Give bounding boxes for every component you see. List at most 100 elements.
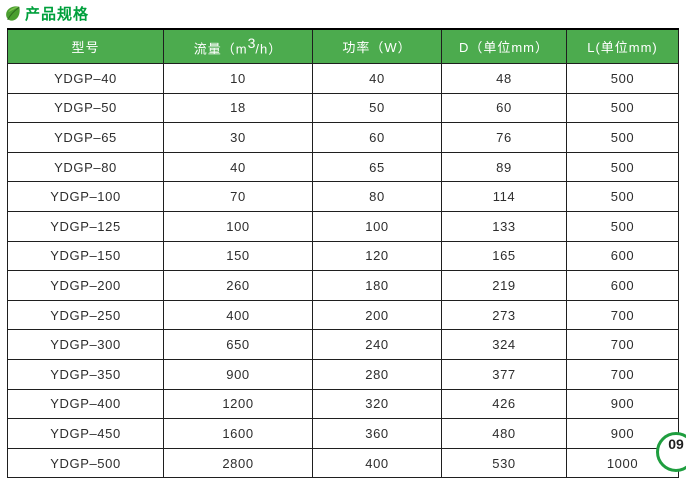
table-row: YDGP–450 1600 360 480 900 <box>7 418 679 449</box>
col-header-length: L(单位mm) <box>566 28 679 64</box>
product-spec-table: 型号 流量（m3/h） 功率（W） D（单位mm） L(单位mm) YDGP–4… <box>7 28 679 478</box>
col-header-flow-suffix: /h） <box>255 41 283 57</box>
table-cell: 76 <box>441 122 567 153</box>
table-cell: 60 <box>441 92 567 124</box>
table-cell: 260 <box>163 270 313 301</box>
table-cell: 500 <box>566 210 679 242</box>
table-cell: 1600 <box>163 418 313 449</box>
table-cell: YDGP–500 <box>7 447 164 478</box>
table-cell: 280 <box>312 358 442 390</box>
table-cell: 120 <box>312 240 442 272</box>
table-cell: 40 <box>312 63 442 94</box>
col-header-flow: 流量（m3/h） <box>163 28 313 64</box>
table-cell: 600 <box>566 240 679 272</box>
table-cell: 500 <box>566 181 679 212</box>
table-cell: 500 <box>566 122 679 153</box>
col-header-power: 功率（W） <box>312 28 442 64</box>
table-cell: 500 <box>566 92 679 124</box>
col-header-model: 型号 <box>7 28 164 64</box>
table-cell: 900 <box>163 358 313 390</box>
table-cell: 65 <box>312 151 442 183</box>
table-row: YDGP–400 1200 320 426 900 <box>7 388 679 420</box>
table-cell: 700 <box>566 299 679 331</box>
table-cell: 30 <box>163 122 313 153</box>
table-cell: YDGP–40 <box>7 63 164 94</box>
leaf-icon <box>3 4 22 23</box>
table-cell: 530 <box>441 447 567 478</box>
table-cell: 600 <box>566 270 679 301</box>
table-row: YDGP–100 70 80 114 500 <box>7 181 679 212</box>
table-cell: 48 <box>441 63 567 94</box>
col-header-flow-sup: 3 <box>247 35 256 52</box>
section-title-bar: 产品规格 <box>3 3 89 24</box>
table-cell: 480 <box>441 418 567 449</box>
table-cell: 1200 <box>163 388 313 420</box>
table-row: YDGP–200 260 180 219 600 <box>7 270 679 301</box>
table-cell: 400 <box>163 299 313 331</box>
col-header-model-label: 型号 <box>71 40 100 55</box>
table-row: YDGP–80 40 65 89 500 <box>7 151 679 183</box>
table-cell: YDGP–300 <box>7 329 164 360</box>
table-row: YDGP–40 10 40 48 500 <box>7 63 679 94</box>
table-cell: 700 <box>566 358 679 390</box>
table-header-row: 型号 流量（m3/h） 功率（W） D（单位mm） L(单位mm) <box>7 28 679 64</box>
table-cell: YDGP–65 <box>7 122 164 153</box>
table-cell: 240 <box>312 329 442 360</box>
table-cell: 377 <box>441 358 567 390</box>
page-title: 产品规格 <box>25 6 90 23</box>
col-header-length-label: L(单位mm) <box>587 40 658 55</box>
table-cell: 360 <box>312 418 442 449</box>
table-cell: 50 <box>312 92 442 124</box>
table-cell: 180 <box>312 270 442 301</box>
table-cell: 2800 <box>163 447 313 478</box>
table-cell: 60 <box>312 122 442 153</box>
table-cell: 80 <box>312 181 442 212</box>
table-cell: 18 <box>163 92 313 124</box>
table-cell: 100 <box>163 210 313 242</box>
table-cell: 273 <box>441 299 567 331</box>
table-row: YDGP–65 30 60 76 500 <box>7 122 679 153</box>
table-cell: 70 <box>163 181 313 212</box>
table-cell: 900 <box>566 388 679 420</box>
table-row: YDGP–250 400 200 273 700 <box>7 299 679 331</box>
table-cell: 324 <box>441 329 567 360</box>
table-cell: 165 <box>441 240 567 272</box>
table-cell: YDGP–50 <box>7 92 164 124</box>
table-cell: YDGP–350 <box>7 358 164 390</box>
table-cell: 700 <box>566 329 679 360</box>
spec-table-body: YDGP–40 10 40 48 500 YDGP–50 18 50 60 500 YDGP–65 3… <box>7 63 679 478</box>
table-cell: 400 <box>312 447 442 478</box>
table-cell: 100 <box>312 210 442 242</box>
table-row: YDGP–150 150 120 165 600 <box>7 240 679 272</box>
table-cell: 40 <box>163 151 313 183</box>
col-header-diameter-label: D（单位mm） <box>458 40 550 55</box>
table-cell: 89 <box>441 151 567 183</box>
col-header-diameter: D（单位mm） <box>441 28 567 64</box>
table-cell: 500 <box>566 151 679 183</box>
table-cell: YDGP–80 <box>7 151 164 183</box>
table-row: YDGP–50 18 50 60 500 <box>7 92 679 124</box>
table-cell: 500 <box>566 63 679 94</box>
table-cell: YDGP–125 <box>7 210 164 242</box>
table-row: YDGP–350 900 280 377 700 <box>7 358 679 390</box>
table-cell: 650 <box>163 329 313 360</box>
table-cell: YDGP–250 <box>7 299 164 331</box>
table-row: YDGP–125 100 100 133 500 <box>7 210 679 242</box>
table-cell: 150 <box>163 240 313 272</box>
table-cell: 219 <box>441 270 567 301</box>
col-header-power-label: 功率（W） <box>342 40 412 55</box>
table-cell: 200 <box>312 299 442 331</box>
table-row: YDGP–500 2800 400 530 1000 <box>7 447 679 478</box>
table-cell: 114 <box>441 181 567 212</box>
table-cell: 10 <box>163 63 313 94</box>
table-cell: YDGP–150 <box>7 240 164 272</box>
table-cell: YDGP–450 <box>7 418 164 449</box>
table-cell: YDGP–200 <box>7 270 164 301</box>
table-cell: YDGP–100 <box>7 181 164 212</box>
table-cell: YDGP–400 <box>7 388 164 420</box>
table-cell: 426 <box>441 388 567 420</box>
table-row: YDGP–300 650 240 324 700 <box>7 329 679 360</box>
table-cell: 133 <box>441 210 567 242</box>
table-cell: 320 <box>312 388 442 420</box>
col-header-flow-prefix: 流量（m <box>193 41 248 57</box>
